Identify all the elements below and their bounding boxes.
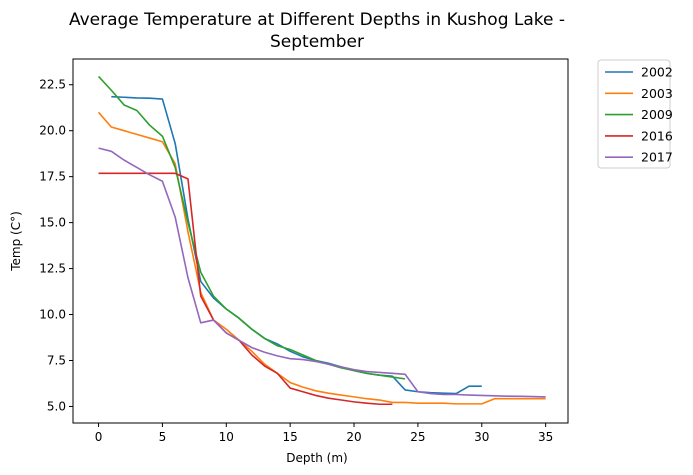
- legend-label-2017: 2017: [641, 150, 673, 165]
- chart-title-line-2: September: [270, 32, 364, 52]
- x-tick-label: 35: [538, 430, 553, 444]
- legend-label-2016: 2016: [641, 128, 673, 143]
- plot-area: [72, 58, 569, 424]
- y-tick-label: 22.5: [39, 78, 66, 92]
- series-line-2003: [97, 111, 546, 405]
- y-axis-label: Temp (C°): [9, 211, 23, 272]
- x-tick-label: 25: [410, 430, 425, 444]
- legend-label-2009: 2009: [641, 107, 673, 122]
- legend-items: 2002 2003 2009 2016 2017: [605, 65, 673, 165]
- y-tick-label: 7.5: [47, 353, 66, 367]
- legend: 2002 2003 2009 2016 2017: [597, 59, 673, 169]
- x-tick-label: 15: [283, 430, 298, 444]
- series-layer: [97, 75, 546, 406]
- x-tick-label: 10: [219, 430, 234, 444]
- series-line-2009: [97, 75, 406, 380]
- y-tick-label: 10.0: [39, 308, 66, 322]
- y-axis: 5.0 7.5 10.0 12.5 15.0 17.5 20.0 22.5: [39, 78, 73, 413]
- chart-title-line-1: Average Temperature at Different Depths …: [69, 10, 565, 30]
- y-tick-label: 20.0: [39, 124, 66, 138]
- plot-frame: [72, 58, 569, 424]
- legend-label-2002: 2002: [641, 65, 673, 80]
- y-tick-label: 5.0: [47, 399, 66, 413]
- x-tick-label: 20: [346, 430, 361, 444]
- x-axis-label: Depth (m): [286, 451, 347, 465]
- x-tick-label: 30: [474, 430, 489, 444]
- legend-label-2003: 2003: [641, 86, 673, 101]
- y-tick-label: 17.5: [39, 170, 66, 184]
- y-tick-label: 15.0: [39, 216, 66, 230]
- legend-frame: [597, 59, 671, 169]
- y-tick-label: 12.5: [39, 262, 66, 276]
- x-axis: 0 5 10 15 20 25 30 35: [95, 423, 553, 444]
- series-line-2002: [111, 95, 482, 395]
- x-tick-label: 0: [95, 430, 103, 444]
- x-tick-label: 5: [159, 430, 167, 444]
- series-line-2017: [98, 147, 546, 398]
